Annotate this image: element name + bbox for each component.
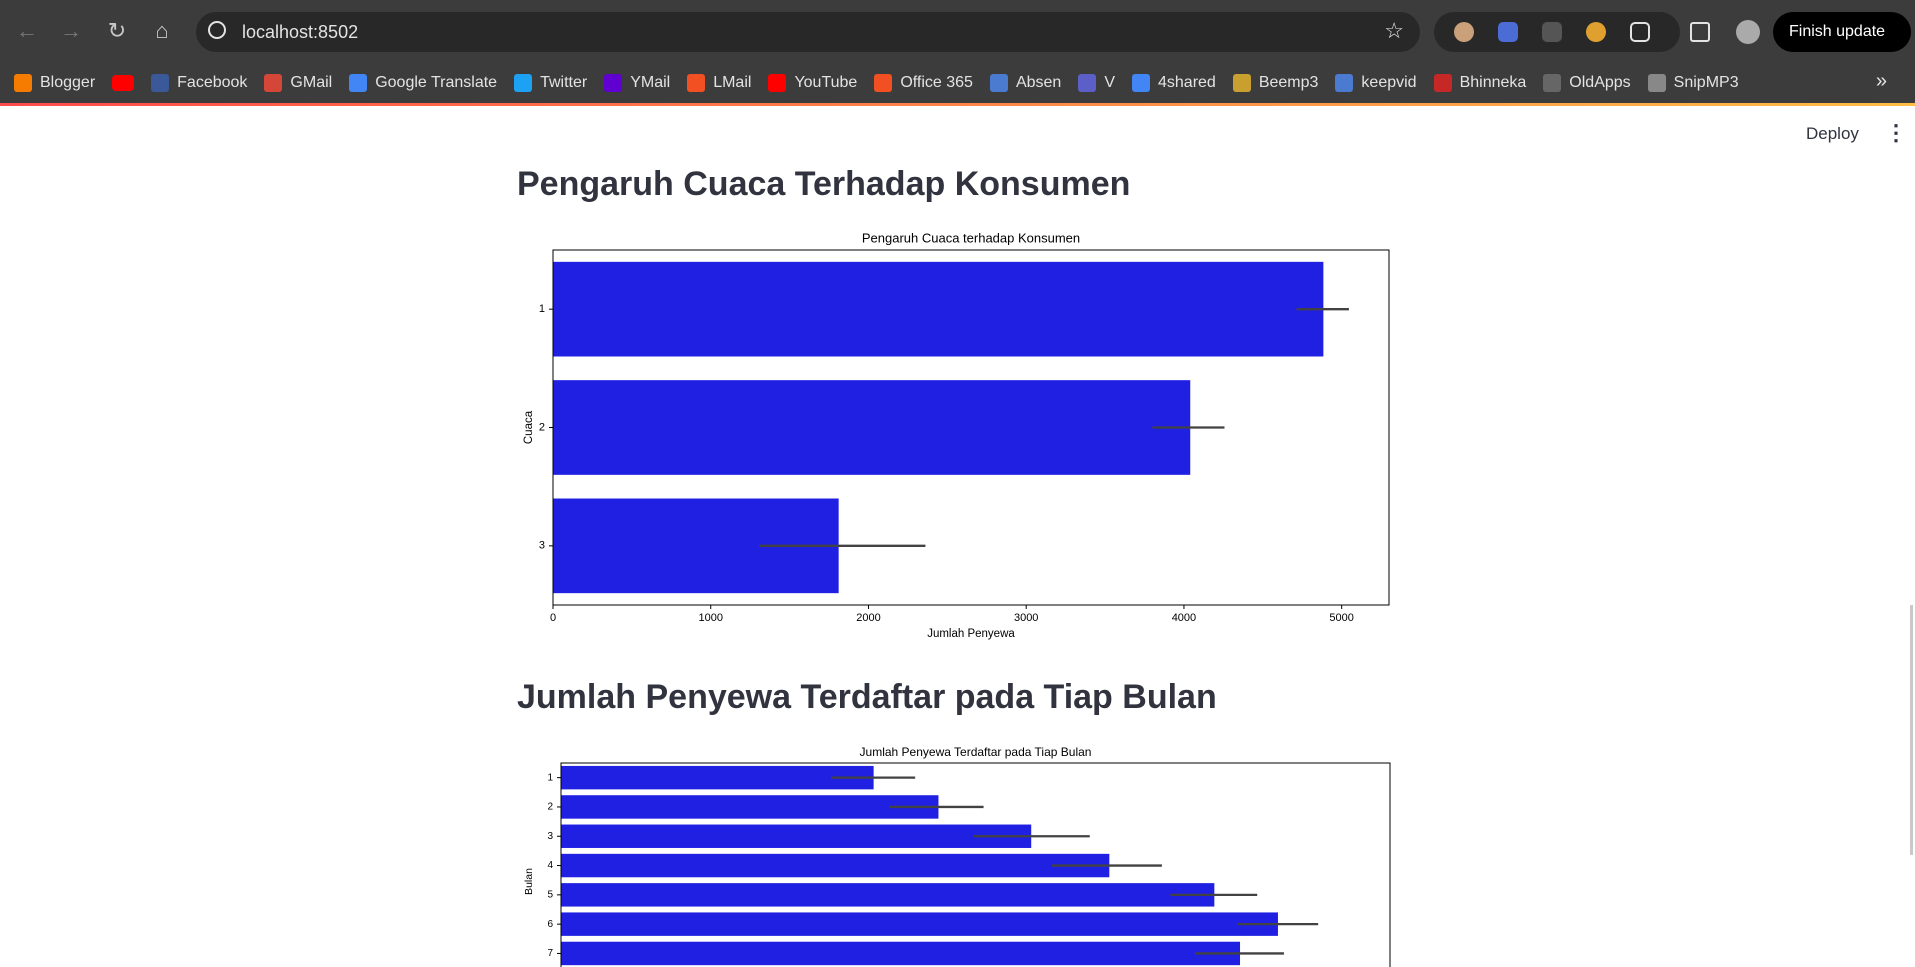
y-tick-label: 3: [539, 540, 545, 552]
bookmark[interactable]: keepvid: [1335, 73, 1417, 92]
bookmark[interactable]: Facebook: [151, 73, 248, 92]
reload-button[interactable]: ↻: [107, 18, 127, 43]
bookmark[interactable]: [112, 74, 135, 91]
bookmark[interactable]: Absen: [989, 73, 1062, 92]
bookmark-label: OldApps: [1569, 73, 1631, 91]
bookmark-label: Beemp3: [1258, 73, 1319, 91]
bookmark[interactable]: Beemp3: [1232, 73, 1319, 92]
bookmark-label: Twitter: [540, 73, 588, 91]
section-heading: Jumlah Penyewa Terdaftar pada Tiap Bulan: [517, 678, 1217, 716]
bookmark[interactable]: LMail: [687, 73, 752, 92]
forward-button[interactable]: →: [60, 18, 82, 43]
y-tick-label: 7: [547, 948, 553, 959]
section-heading: Pengaruh Cuaca Terhadap Konsumen: [517, 165, 1130, 203]
bar: [561, 824, 1032, 848]
bar: [561, 912, 1278, 936]
y-axis-label: Cuaca: [523, 410, 535, 444]
bookmark-label: Facebook: [177, 73, 248, 91]
bar: [553, 380, 1191, 475]
bookmark-label: 4shared: [1158, 73, 1216, 91]
bookmark-label: SnipMP3: [1673, 73, 1739, 91]
site-info-icon[interactable]: [208, 21, 226, 39]
url[interactable]: localhost:8502: [242, 22, 359, 42]
bookmark-label: Google Translate: [375, 73, 498, 91]
bookmark-label: V: [1104, 73, 1115, 91]
app-header-accent: [0, 103, 1915, 106]
y-tick-label: 2: [539, 421, 545, 433]
bookmark-label: GMail: [290, 73, 333, 91]
y-tick-label: 3: [547, 831, 553, 842]
bar: [561, 883, 1215, 907]
bookmark-label: Bhinneka: [1459, 73, 1527, 91]
chart-title: Jumlah Penyewa Terdaftar pada Tiap Bulan: [860, 745, 1092, 759]
bookmark[interactable]: Twitter: [514, 73, 588, 92]
bookmark[interactable]: YouTube: [768, 73, 858, 92]
profile-button[interactable]: [1736, 20, 1760, 44]
plot-frame: [552, 249, 1390, 606]
plot-frame: [560, 762, 1391, 967]
bookmark[interactable]: YMail: [604, 73, 671, 92]
side-panel-button[interactable]: [1690, 22, 1710, 42]
address-bar[interactable]: localhost:8502 ☆: [196, 12, 1420, 52]
y-tick-label: 2: [547, 802, 553, 813]
x-tick-label: 5000: [1329, 612, 1353, 624]
x-axis-label: Jumlah Penyewa: [927, 628, 1015, 640]
y-axis-label: Bulan: [523, 868, 535, 895]
y-tick-label: 6: [547, 919, 553, 930]
extensions: [1434, 12, 1680, 52]
bar: [553, 261, 1324, 357]
extension-icon[interactable]: [1586, 22, 1606, 42]
y-tick-label: 4: [547, 860, 553, 871]
extensions-button[interactable]: [1630, 22, 1650, 42]
x-tick-label: 4000: [1172, 612, 1196, 624]
bookmark[interactable]: Blogger: [14, 73, 96, 92]
bookmark[interactable]: V: [1078, 73, 1115, 92]
bookmark-label: keepvid: [1361, 73, 1417, 91]
chart-title: Pengaruh Cuaca terhadap Konsumen: [862, 230, 1080, 245]
bookmark[interactable]: GMail: [264, 73, 333, 92]
back-button[interactable]: ←: [16, 18, 38, 43]
more-bookmarks[interactable]: »: [1875, 70, 1887, 92]
extension-icon[interactable]: [1542, 22, 1562, 42]
bookmark-label: Blogger: [40, 73, 96, 91]
x-tick-label: 0: [550, 612, 556, 624]
bookmark-label: Absen: [1015, 73, 1062, 91]
bar: [561, 853, 1110, 878]
y-tick-label: 5: [547, 889, 553, 900]
extension-icon[interactable]: [1454, 22, 1474, 42]
bar: [561, 941, 1241, 966]
bookmark-star[interactable]: ☆: [1384, 18, 1404, 43]
bookmark-label: YMail: [630, 73, 671, 91]
toolbar: ← → ↻ ⌂ localhost:8502 ☆ Finish update: [0, 0, 1915, 62]
bookmark[interactable]: Office 365: [874, 73, 973, 92]
bookmark-label: LMail: [713, 73, 752, 91]
browser-chrome: ← → ↻ ⌂ localhost:8502 ☆ Finish update B…: [0, 0, 1915, 106]
bookmark[interactable]: 4shared: [1132, 73, 1216, 92]
y-tick-label: 1: [547, 772, 553, 783]
deploy-button[interactable]: Deploy: [1806, 124, 1859, 143]
bookmark-label: YouTube: [794, 73, 858, 91]
extension-icon[interactable]: [1498, 22, 1518, 42]
bar: [561, 795, 939, 819]
bar: [561, 765, 874, 790]
bookmarks-bar: Blogger Facebook GMail Google Translate Twit…: [0, 62, 1915, 103]
bookmark-label: Office 365: [900, 73, 973, 91]
update-button[interactable]: Finish update: [1773, 12, 1911, 52]
bookmark[interactable]: Google Translate: [349, 73, 498, 92]
home-button[interactable]: ⌂: [155, 18, 169, 43]
scrollbar: [1910, 605, 1913, 855]
x-tick-label: 1000: [698, 612, 722, 624]
y-tick-label: 1: [539, 303, 545, 315]
bookmark[interactable]: OldApps: [1543, 73, 1631, 92]
bookmark[interactable]: SnipMP3: [1647, 73, 1739, 92]
x-tick-label: 3000: [1014, 612, 1038, 624]
main-menu[interactable]: ⋮: [1885, 120, 1907, 145]
bookmark[interactable]: Bhinneka: [1433, 73, 1527, 92]
x-tick-label: 2000: [856, 612, 880, 624]
